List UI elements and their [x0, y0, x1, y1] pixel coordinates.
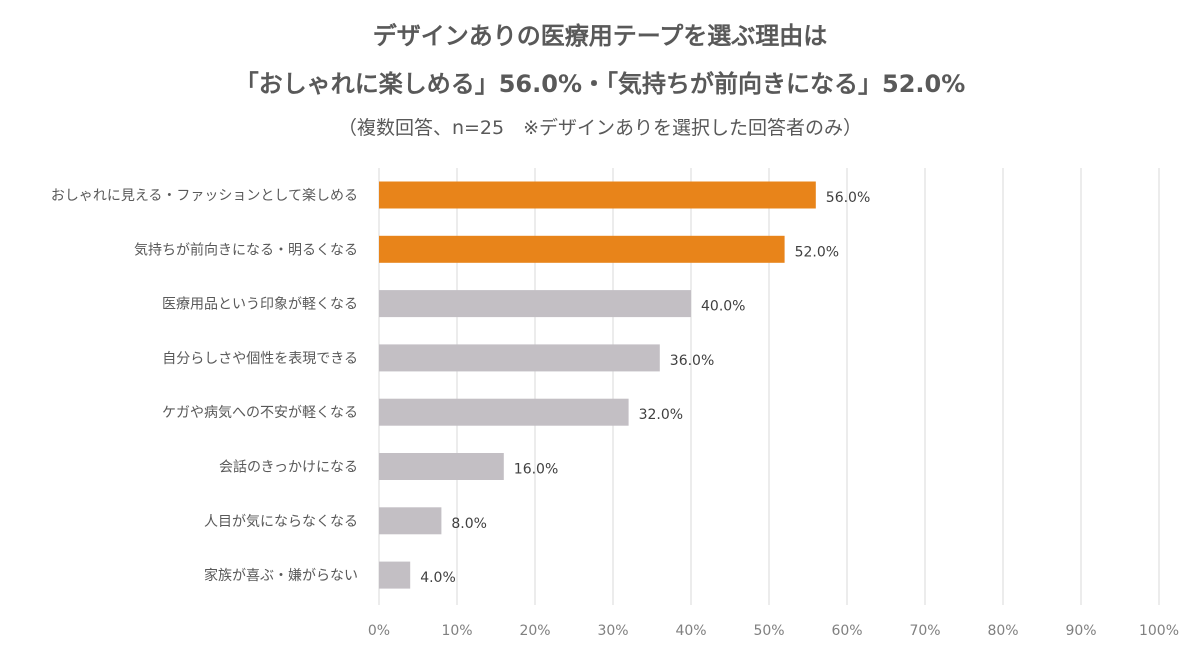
data-label: 32.0%	[639, 407, 683, 423]
bar	[379, 290, 691, 318]
data-label: 52.0%	[795, 244, 839, 260]
data-label: 4.0%	[420, 570, 456, 586]
bar	[379, 453, 504, 480]
chart-subtitle: （複数回答、n=25 ※デザインありを選択した回答者のみ）	[337, 117, 863, 139]
category-label: 人目が気にならなくなる	[204, 514, 358, 530]
x-tick-label: 40%	[675, 623, 706, 639]
category-label: おしゃれに見える・ファッションとして楽しめる	[51, 188, 358, 204]
x-tick-label: 80%	[987, 623, 1018, 639]
x-tick-label: 100%	[1139, 623, 1179, 639]
data-label: 56.0%	[826, 190, 870, 206]
category-label: 家族が喜ぶ・嫌がらない	[204, 567, 358, 584]
data-label: 8.0%	[451, 516, 487, 532]
chart-title-line2: 「おしゃれに楽しめる」56.0%・「気持ちが前向きになる」52.0%	[234, 70, 966, 98]
bar	[379, 561, 411, 589]
x-tick-label: 10%	[441, 623, 472, 639]
category-label: 気持ちが前向きになる・明るくなる	[134, 241, 358, 258]
category-label: 医療用品という印象が軽くなる	[162, 296, 358, 313]
bar	[379, 181, 816, 209]
bar	[379, 507, 442, 535]
x-tick-label: 60%	[831, 623, 862, 639]
bar	[379, 235, 785, 263]
x-tick-label: 70%	[909, 623, 940, 639]
category-label: ケガや病気への不安が軽くなる	[162, 405, 358, 421]
x-tick-label: 50%	[753, 623, 784, 639]
x-tick-label: 90%	[1065, 623, 1096, 639]
bar	[379, 344, 660, 372]
data-label: 16.0%	[514, 462, 558, 478]
category-label: 会話のきっかけになる	[219, 459, 358, 476]
bar	[379, 398, 629, 426]
data-label: 36.0%	[670, 353, 714, 369]
data-label: 40.0%	[701, 299, 745, 315]
chart-title-line1: デザインありの医療用テープを選ぶ理由は	[372, 22, 828, 50]
x-tick-label: 0%	[368, 623, 390, 639]
x-tick-label: 30%	[597, 623, 628, 639]
category-label: 自分らしさや個性を表現できる	[162, 351, 358, 367]
x-tick-label: 20%	[519, 623, 550, 639]
